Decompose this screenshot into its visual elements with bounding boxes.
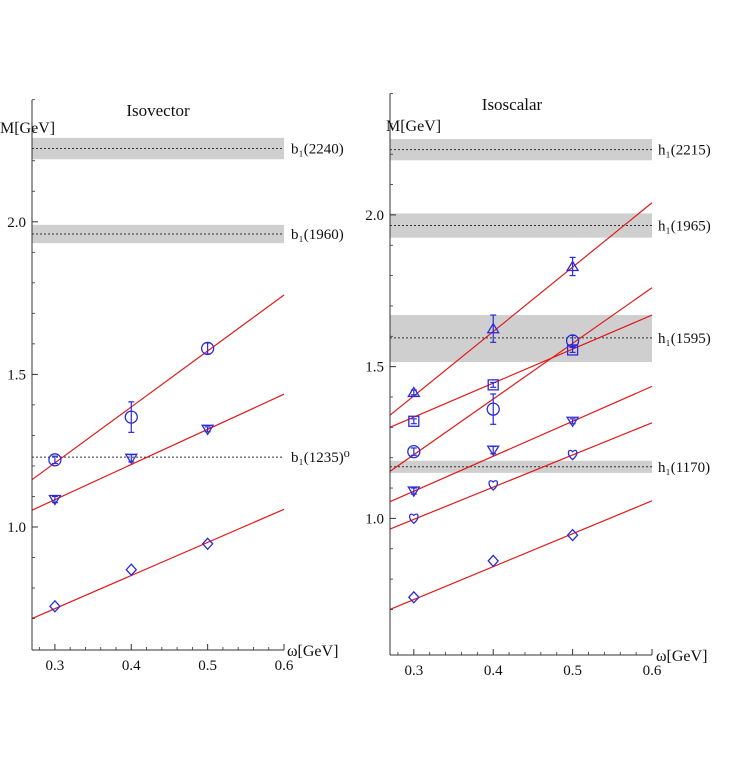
x-axis-label: ω[GeV]	[656, 648, 707, 665]
triangle-down-series	[48, 424, 215, 506]
fit-line	[389, 287, 653, 472]
x-axis-label: ω[GeV]	[287, 643, 338, 660]
resonance-band	[390, 139, 652, 161]
circle-marker	[565, 334, 580, 348]
x-tick-label: 0.4	[122, 658, 141, 674]
fit-lines	[31, 294, 285, 620]
triangle-down-marker	[48, 494, 62, 506]
triangle-up-marker	[486, 322, 500, 334]
x-tick-label: 0.6	[643, 663, 662, 679]
panel-title: Isovector	[126, 101, 190, 120]
circle-marker	[486, 402, 500, 416]
triangle-down-marker	[407, 486, 421, 498]
square-series	[408, 344, 579, 427]
square-marker	[408, 415, 420, 427]
circle-series	[48, 341, 215, 467]
x-tick-label: 0.3	[46, 658, 65, 674]
diamond-series	[407, 528, 579, 604]
heart-marker	[488, 480, 498, 491]
heart-marker	[567, 449, 578, 461]
circle-marker	[48, 453, 62, 467]
triangle-down-marker	[124, 453, 138, 465]
x-tick-label: 0.4	[484, 663, 503, 679]
fit-line	[31, 393, 285, 511]
circle-series	[407, 334, 580, 459]
fit-line	[31, 508, 285, 620]
panel-title: Isoscalar	[482, 95, 543, 114]
fit-line	[389, 385, 653, 503]
diamond-marker	[487, 554, 500, 568]
triangle-up-marker	[565, 260, 580, 272]
y-tick-label: 2.0	[7, 215, 26, 231]
triangle-up-marker	[407, 386, 421, 398]
circle-marker	[407, 444, 421, 459]
diamond-marker	[566, 528, 579, 542]
y-tick-label: 2.0	[365, 208, 384, 224]
diamond-marker	[125, 563, 138, 577]
band-label: h₁(1965)	[658, 219, 711, 235]
square-marker	[487, 379, 499, 391]
resonance-band	[390, 315, 652, 363]
fit-line	[389, 202, 653, 416]
band-label: b₁(1235)⁰	[291, 450, 350, 466]
band-label: h₁(1170)	[658, 460, 710, 476]
y-axis-label: M[GeV]	[0, 120, 55, 137]
y-axis-label: M[GeV]	[386, 118, 441, 135]
heart-marker	[409, 513, 419, 525]
resonance-band	[390, 213, 652, 238]
diamond-marker	[407, 590, 420, 604]
resonance-band	[390, 460, 652, 473]
fit-line	[389, 500, 653, 611]
diamond-series	[49, 537, 214, 613]
fit-line	[389, 422, 653, 530]
band-label: b₁(2240)	[291, 142, 344, 158]
triangle-up-series	[407, 256, 580, 398]
circle-marker	[200, 341, 215, 356]
band-label: h₁(2215)	[658, 143, 711, 159]
x-tick-label: 0.6	[275, 658, 294, 674]
y-tick-label: 1.0	[7, 520, 26, 536]
diamond-marker	[49, 599, 61, 613]
y-tick-label: 1.5	[365, 360, 384, 376]
diamond-marker	[201, 537, 214, 551]
triangle-down-marker	[486, 445, 500, 457]
band-label: b₁(1960)	[291, 227, 344, 243]
heart-series	[409, 449, 578, 525]
circle-marker	[124, 410, 138, 424]
isovector-panel: b₁(2240) b₁(1960) b₁(1235)⁰ 1.0 1.5 2.0 0.3 0.4…	[0, 99, 350, 674]
y-tick-label: 1.0	[365, 511, 384, 527]
triangle-down-series	[407, 416, 580, 498]
fit-line	[31, 294, 285, 481]
triangle-down-marker	[565, 416, 580, 428]
triangle-down-marker	[200, 424, 215, 436]
band-label: h₁(1595)	[658, 331, 711, 347]
isoscalar-panel: h₁(2215) h₁(1965) h₁(1595) h₁(1170) 1.0 1.5 2.…	[365, 93, 711, 679]
fit-lines	[389, 202, 653, 611]
x-tick-label: 0.5	[198, 658, 217, 674]
x-tick-label: 0.5	[563, 663, 582, 679]
y-tick-label: 1.5	[7, 367, 26, 383]
x-tick-label: 0.3	[404, 663, 423, 679]
fit-line	[389, 314, 653, 428]
